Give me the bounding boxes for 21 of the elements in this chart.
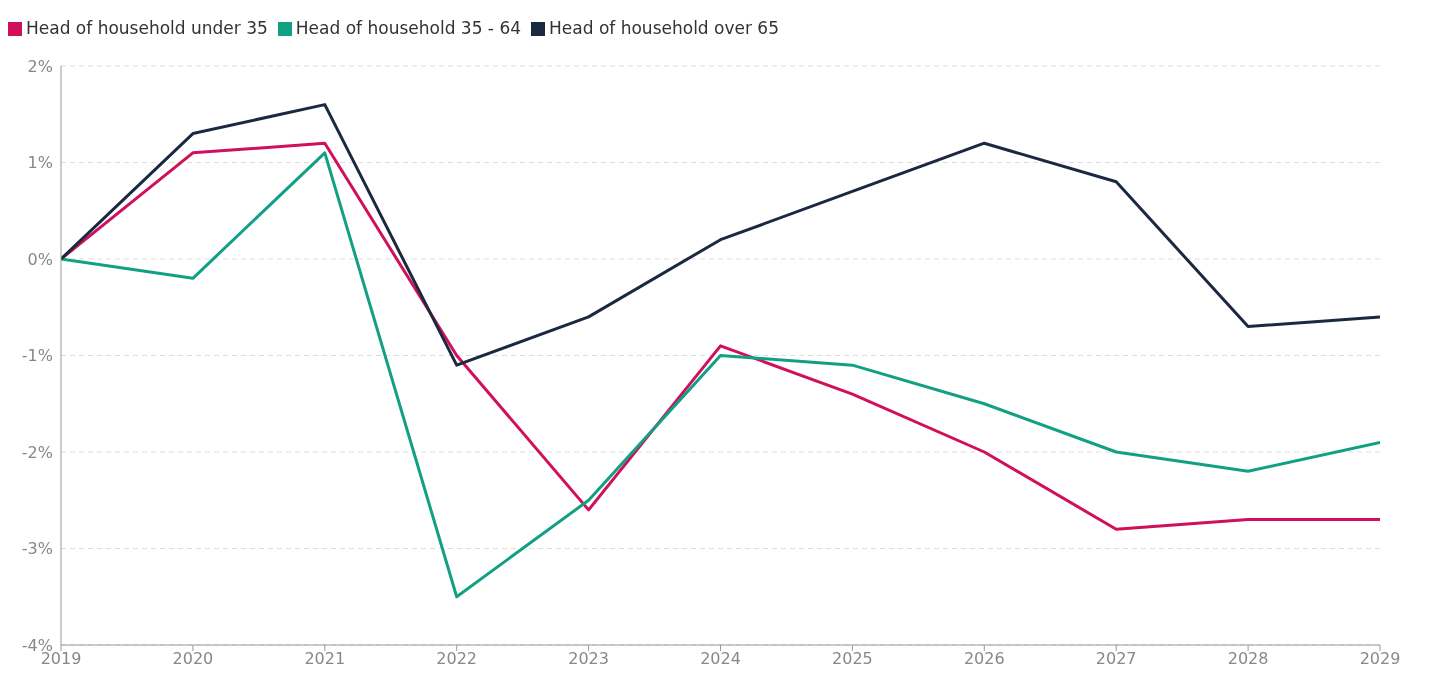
x-tick-label: 2023 bbox=[568, 649, 609, 669]
x-tick-label: 2025 bbox=[832, 649, 873, 669]
y-tick-label: 1% bbox=[27, 153, 53, 173]
legend-label: Head of household over 65 bbox=[549, 18, 779, 38]
legend-label: Head of household under 35 bbox=[26, 18, 268, 38]
y-tick-label: -3% bbox=[21, 539, 53, 559]
x-tick-label: 2021 bbox=[304, 649, 346, 669]
y-tick-label: -1% bbox=[21, 346, 53, 366]
x-tick-label: 2029 bbox=[1359, 649, 1401, 669]
x-tick-label: 2020 bbox=[172, 649, 214, 669]
x-tick-label: 2027 bbox=[1095, 649, 1137, 669]
x-tick-label: 2024 bbox=[700, 649, 741, 669]
y-tick-label: 2% bbox=[27, 56, 53, 76]
line-series bbox=[61, 103, 1380, 367]
x-tick-label: 2028 bbox=[1227, 649, 1269, 669]
x-tick-label: 2026 bbox=[963, 649, 1005, 669]
y-tick-label: 0% bbox=[27, 249, 53, 269]
y-tick-label: -2% bbox=[21, 442, 53, 462]
line-series bbox=[61, 151, 1380, 599]
x-tick-label: 2022 bbox=[436, 649, 478, 669]
legend-label: Head of household 35 - 64 bbox=[295, 18, 522, 38]
